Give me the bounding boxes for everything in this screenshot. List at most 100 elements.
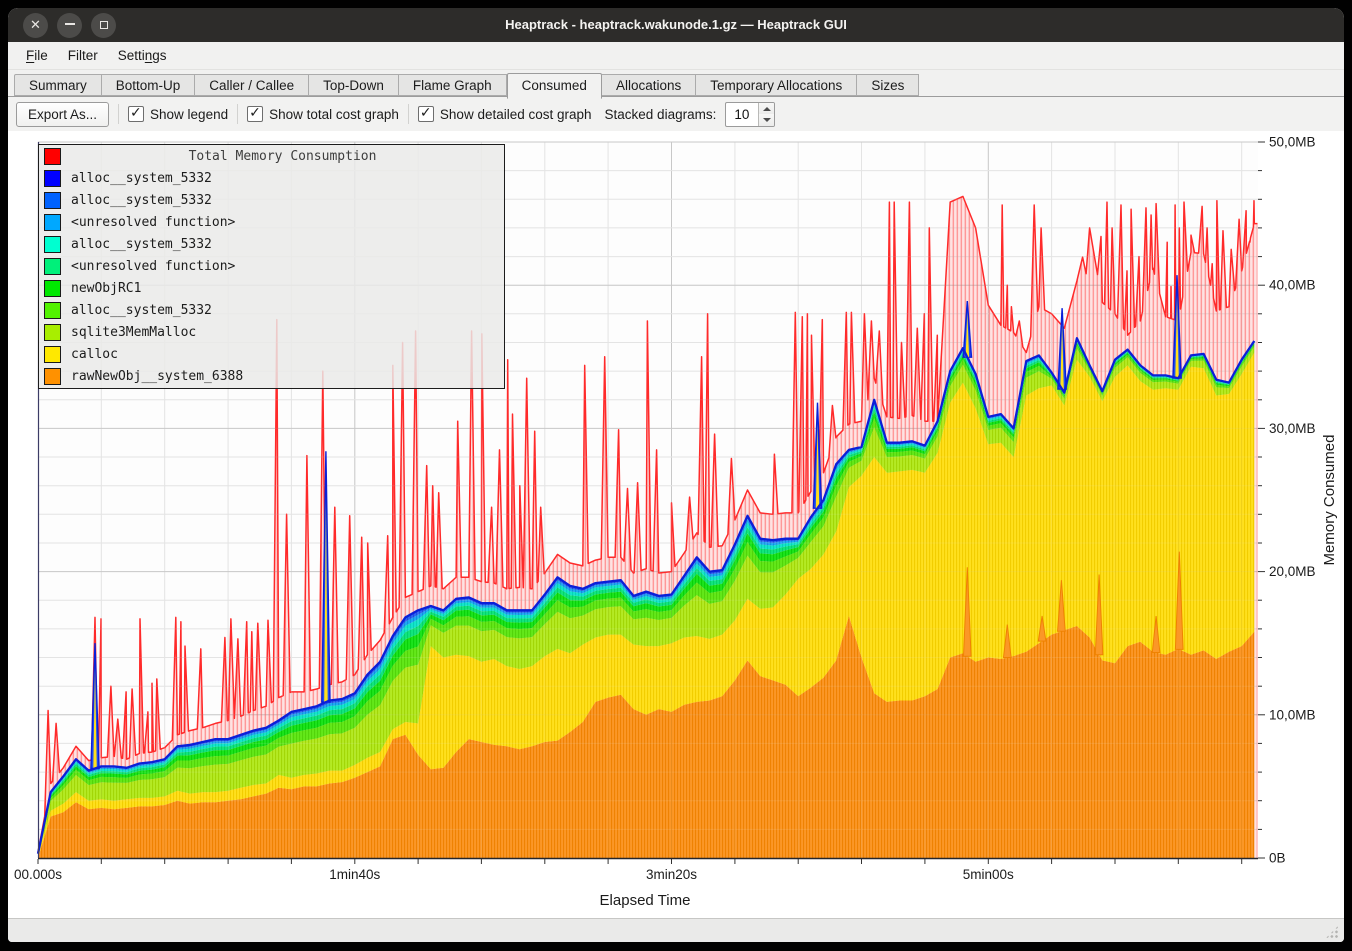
legend-row-total: Total Memory Consumption [39,145,504,167]
stack-top-line [36,337,1256,854]
checkbox-label: Show detailed cost graph [439,106,592,122]
svg-text:10,0MB: 10,0MB [1269,707,1316,722]
tab-bar: Summary Bottom-Up Caller / Callee Top-Down F… [8,70,1344,99]
legend-swatch [44,301,61,319]
tab-allocations[interactable]: Allocations [601,74,697,96]
x-axis-title: Elapsed Time [600,892,691,909]
legend-label: sqlite3MemMalloc [71,324,197,340]
check-icon: ✓ [419,104,432,120]
spinner-value[interactable]: 10 [734,106,750,122]
menu-file[interactable]: File [26,48,48,63]
legend-label: <unresolved function> [71,258,236,274]
maximize-icon [99,21,108,29]
grid-overlay [38,141,1258,858]
minimize-icon [64,23,75,25]
svg-text:0B: 0B [1269,851,1286,866]
axis-labels: 00.000s 1min40s 3min20s 5min00s 0B 10,0MB 20,0… [14,135,1338,910]
legend-swatch [44,191,61,209]
checkbox-box[interactable]: ✓ [128,104,145,122]
chart-legend: Total Memory Consumption alloc__system_53… [38,144,505,389]
legend-row: <unresolved function> [39,211,504,233]
legend-swatch [44,235,61,253]
checkbox-show-detailed-cost-graph[interactable]: ✓ Show detailed cost graph [417,104,592,122]
toolbar-separator [237,104,239,124]
menu-settings[interactable]: Settings [117,48,167,63]
checkbox-label: Show total cost graph [269,106,399,122]
legend-row: sqlite3MemMalloc [39,321,504,343]
legend-label: alloc__system_5332 [71,170,212,186]
tab-summary[interactable]: Summary [14,74,102,96]
check-icon: ✓ [130,104,142,120]
tab-bottom-up[interactable]: Bottom-Up [101,74,196,96]
legend-swatch [44,279,61,297]
legend-swatch [44,147,61,165]
legend-swatch [44,257,61,275]
tab-consumed[interactable]: Consumed [506,73,602,99]
close-button[interactable]: ✕ [23,13,48,38]
svg-text:20,0MB: 20,0MB [1269,564,1316,579]
toolbar: Export As... ✓ Show legend ✓ Show total cos… [8,97,1344,131]
legend-label: alloc__system_5332 [71,302,212,318]
check-icon: ✓ [249,104,261,120]
stack-spikes [90,275,1184,770]
spinner-buttons [758,102,775,126]
toolbar-separator [118,104,120,124]
consumed-chart[interactable]: 00.000s 1min40s 3min20s 5min00s 0B 10,0MB 20,0… [8,131,1344,918]
checkbox-label: Show legend [150,106,229,122]
tab-temporary-allocations[interactable]: Temporary Allocations [696,74,858,96]
legend-row: alloc__system_5332 [39,189,504,211]
legend-row: alloc__system_5332 [39,167,504,189]
spinner-down-button[interactable] [759,114,775,126]
y-axis-title: Memory Consumed [1321,435,1338,566]
spinner-up-button[interactable] [759,102,775,114]
svg-text:40,0MB: 40,0MB [1269,278,1316,293]
legend-row: newObjRC1 [39,277,504,299]
stacked-diagrams-label: Stacked diagrams: [604,106,717,122]
maximize-button[interactable] [91,13,116,38]
legend-swatch [44,345,61,363]
svg-text:3min20s: 3min20s [646,867,697,882]
legend-label: <unresolved function> [71,214,236,230]
legend-swatch [44,323,61,341]
stacked-diagrams-spinner[interactable]: 10 [725,101,776,127]
tab-flame-graph[interactable]: Flame Graph [398,74,507,96]
checkbox-box[interactable]: ✓ [417,104,434,122]
tab-sizes[interactable]: Sizes [857,74,920,96]
window-title: Heaptrack - heaptrack.wakunode.1.gz — He… [505,17,847,32]
legend-label: calloc [71,346,118,362]
title-bar: ✕ Heaptrack - heaptrack.wakunode.1.gz — … [8,8,1344,42]
legend-row: calloc [39,343,504,365]
menu-bar: File Filter Settings [8,42,1344,70]
export-as-button[interactable]: Export As... [16,101,110,127]
legend-label: rawNewObj__system_6388 [71,368,244,384]
menu-filter[interactable]: Filter [67,48,98,63]
legend-row: rawNewObj__system_6388 [39,365,504,387]
stacked-areas [38,338,1255,858]
legend-row: alloc__system_5332 [39,299,504,321]
legend-row: <unresolved function> [39,255,504,277]
tab-top-down[interactable]: Top-Down [309,74,399,96]
checkbox-show-legend[interactable]: ✓ Show legend [128,104,229,122]
resize-grip[interactable] [1325,925,1339,939]
status-bar [8,918,1344,942]
legend-swatch [44,213,61,231]
legend-title: Total Memory Consumption [188,148,377,164]
checkbox-show-total-cost-graph[interactable]: ✓ Show total cost graph [247,104,399,122]
tab-caller-callee[interactable]: Caller / Callee [195,74,310,96]
minimize-button[interactable] [57,13,82,38]
legend-swatch [44,367,61,385]
legend-row: alloc__system_5332 [39,233,504,255]
svg-text:50,0MB: 50,0MB [1269,135,1316,150]
app-window: ✕ Heaptrack - heaptrack.wakunode.1.gz — … [8,8,1344,942]
toolbar-separator [407,104,409,124]
svg-text:00.000s: 00.000s [14,867,62,882]
svg-text:5min00s: 5min00s [963,867,1014,882]
legend-label: alloc__system_5332 [71,192,212,208]
legend-label: newObjRC1 [71,280,142,296]
legend-label: alloc__system_5332 [71,236,212,252]
svg-text:30,0MB: 30,0MB [1269,421,1316,436]
legend-swatch [44,169,61,187]
checkbox-box[interactable]: ✓ [247,104,264,122]
svg-text:1min40s: 1min40s [329,867,380,882]
